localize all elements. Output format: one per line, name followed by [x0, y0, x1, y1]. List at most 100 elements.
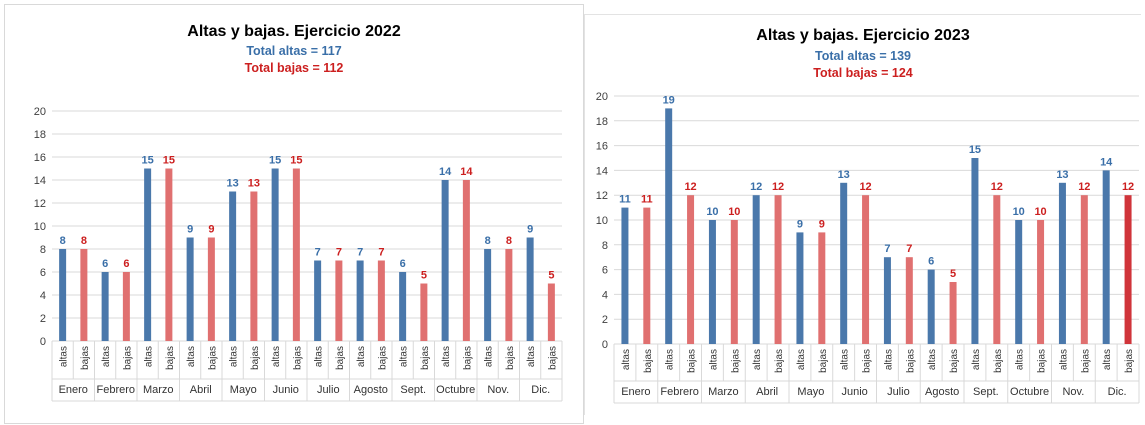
bar-type-label: altas — [1102, 349, 1113, 370]
bar-altas — [441, 180, 449, 341]
bar-type-label: bajas — [730, 349, 741, 373]
bar-bajas — [165, 168, 173, 341]
data-label: 14 — [439, 166, 452, 178]
bar-altas — [796, 232, 804, 344]
data-label: 9 — [819, 218, 825, 230]
data-label: 12 — [1078, 181, 1090, 193]
y-tick-label: 8 — [602, 240, 608, 252]
x-category-label: Octubre — [436, 384, 475, 396]
bar-type-label: bajas — [1080, 349, 1091, 373]
bar-altas — [752, 195, 760, 344]
data-label: 15 — [290, 155, 302, 167]
bar-bajas — [1037, 220, 1045, 344]
data-label: 8 — [506, 235, 512, 247]
x-category-label: Julio — [887, 386, 910, 398]
bar-type-label: altas — [883, 349, 894, 370]
bar-bajas — [462, 180, 470, 341]
bar-type-label: bajas — [462, 346, 473, 370]
bar-type-label: altas — [144, 346, 155, 367]
bar-bajas — [250, 191, 258, 341]
data-label: 7 — [906, 243, 912, 255]
bar-bajas — [335, 260, 343, 341]
y-tick-label: 6 — [602, 265, 608, 277]
data-label: 8 — [485, 235, 491, 247]
bar-bajas — [905, 257, 913, 344]
data-label: 10 — [1034, 206, 1046, 218]
y-tick-label: 0 — [602, 339, 608, 351]
data-label: 11 — [619, 194, 631, 206]
bar-altas — [186, 237, 194, 341]
bar-altas — [708, 220, 716, 344]
bar-bajas — [1080, 195, 1088, 344]
bar-type-label: bajas — [207, 346, 218, 370]
bar-altas — [399, 272, 407, 341]
y-tick-label: 6 — [40, 267, 46, 279]
x-category-label: Agosto — [354, 384, 388, 396]
data-label: 12 — [1122, 181, 1134, 193]
bar-type-label: altas — [1058, 349, 1069, 370]
x-category-label: Julio — [317, 384, 340, 396]
bar-bajas — [862, 195, 870, 344]
bar-type-label: altas — [59, 346, 70, 367]
bar-type-label: altas — [708, 349, 719, 370]
x-category-label: Mayo — [230, 384, 257, 396]
data-label: 8 — [60, 235, 66, 247]
data-label: 5 — [548, 270, 554, 282]
data-label: 10 — [706, 206, 718, 218]
data-label: 19 — [663, 94, 675, 106]
y-tick-label: 10 — [34, 221, 46, 233]
x-category-label: Abril — [190, 384, 212, 396]
data-label: 6 — [123, 258, 129, 270]
bar-altas — [621, 207, 629, 344]
bar-chart-2023: 0 2 4 6 8 10 12 14 16 18 20 11 altas 11 bajas Enero 19 al… — [596, 91, 1140, 404]
bar-type-label: bajas — [1124, 349, 1135, 373]
data-label: 15 — [969, 144, 981, 156]
bar-bajas — [377, 260, 385, 341]
data-label: 10 — [1013, 206, 1025, 218]
x-category-label: Abril — [756, 386, 778, 398]
bar-altas — [665, 108, 673, 345]
bar-bajas — [818, 232, 826, 344]
bar-type-label: bajas — [505, 346, 516, 370]
x-category-label: Nov. — [487, 384, 509, 396]
bar-type-label: altas — [1015, 349, 1026, 370]
data-label: 10 — [728, 206, 740, 218]
y-tick-label: 14 — [596, 165, 608, 177]
data-label: 9 — [208, 224, 214, 236]
data-label: 6 — [928, 256, 934, 268]
x-category-label: Febrero — [660, 386, 699, 398]
data-label: 12 — [859, 181, 871, 193]
bar-type-label: altas — [796, 349, 807, 370]
x-category-label: Mayo — [797, 386, 824, 398]
bar-type-label: bajas — [905, 349, 916, 373]
bar-type-label: bajas — [1037, 349, 1048, 373]
bar-type-label: bajas — [643, 349, 654, 373]
bar-altas — [1102, 170, 1110, 344]
y-tick-label: 2 — [602, 314, 608, 326]
data-label: 6 — [400, 258, 406, 270]
bar-altas — [927, 269, 935, 344]
y-tick-label: 0 — [40, 336, 46, 348]
bar-bajas — [547, 283, 555, 341]
bar-bajas — [122, 272, 130, 341]
bar-bajas — [80, 249, 88, 341]
bar-type-label: bajas — [377, 346, 388, 370]
bar-bajas — [949, 282, 957, 344]
bar-type-label: altas — [665, 349, 676, 370]
y-tick-label: 20 — [596, 91, 608, 103]
data-label: 9 — [187, 224, 193, 236]
data-label: 7 — [884, 243, 890, 255]
chart-title: Altas y bajas. Ejercicio 2023 — [756, 27, 970, 44]
total-bajas-label: Total bajas = 124 — [813, 66, 913, 80]
bar-altas — [356, 260, 364, 341]
data-label: 12 — [684, 181, 696, 193]
data-label: 15 — [163, 155, 175, 167]
chart-panel-2023: Altas y bajas. Ejercicio 2023 Total alta… — [584, 14, 1141, 415]
bar-type-label: bajas — [949, 349, 960, 373]
bar-type-label: bajas — [80, 346, 91, 370]
bar-altas — [484, 249, 492, 341]
chart-title: Altas y bajas. Ejercicio 2022 — [187, 23, 401, 40]
data-label: 9 — [527, 224, 533, 236]
bar-bajas — [292, 168, 300, 341]
bar-type-label: bajas — [993, 349, 1004, 373]
